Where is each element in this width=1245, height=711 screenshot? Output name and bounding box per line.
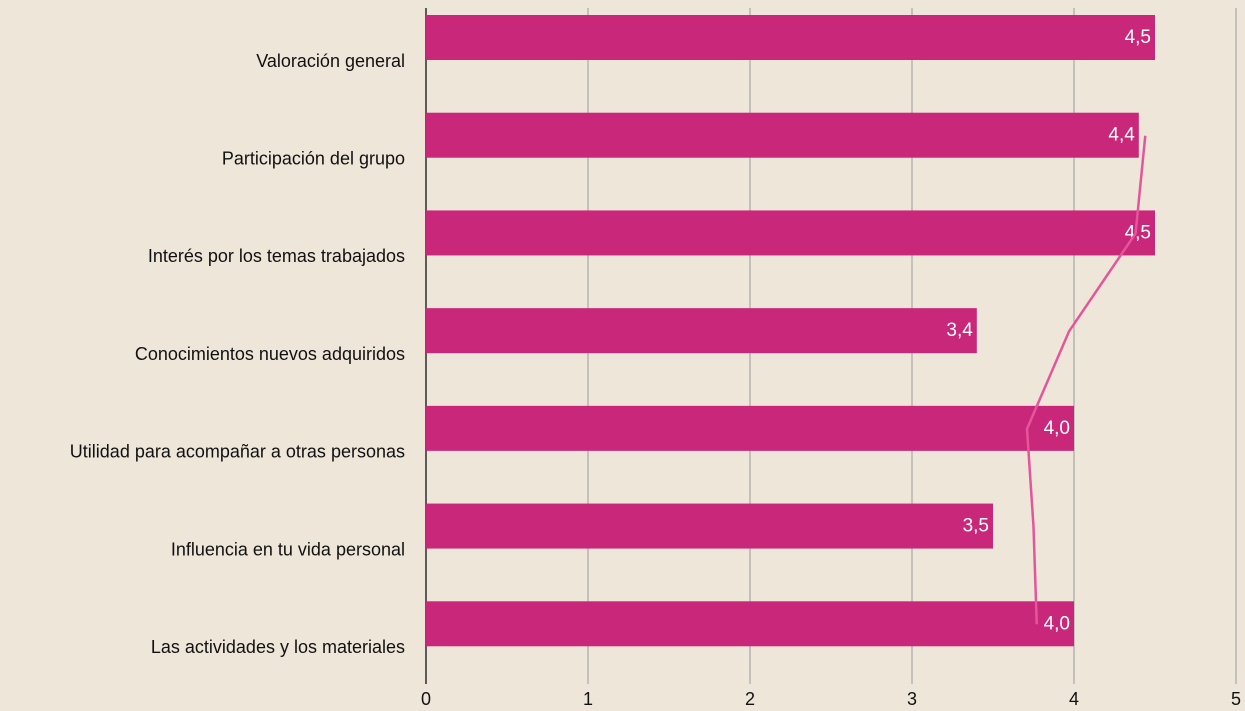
value-label: 3,5: [963, 516, 989, 537]
bar: [426, 405, 1074, 451]
x-tick-label: 4: [1069, 689, 1079, 709]
x-tick-label: 2: [745, 689, 755, 709]
y-tick-label: Valoración general: [256, 51, 405, 71]
y-tick-label: Influencia en tu vida personal: [171, 539, 405, 559]
y-tick-label: Utilidad para acompañar a otras personas: [70, 442, 405, 462]
value-label: 3,4: [946, 320, 973, 341]
bar: [426, 112, 1139, 158]
y-tick-label: Conocimientos nuevos adquiridos: [135, 344, 405, 364]
value-label: 4,5: [1125, 27, 1151, 48]
y-tick-label: Participación del grupo: [222, 148, 405, 168]
bar: [426, 210, 1155, 256]
x-tick-label: 5: [1231, 689, 1241, 709]
x-tick-label: 0: [421, 689, 431, 709]
bar: [426, 601, 1074, 647]
value-label: 4,0: [1044, 613, 1070, 634]
bar: [426, 15, 1155, 60]
value-label: 4,5: [1125, 222, 1151, 243]
value-label: 4,4: [1108, 125, 1135, 146]
y-tick-label: Las actividades y los materiales: [151, 637, 405, 657]
bar: [426, 503, 993, 549]
x-tick-label: 3: [907, 689, 917, 709]
y-tick-label: Interés por los temas trabajados: [148, 246, 405, 266]
bar: [426, 308, 977, 354]
value-label: 4,0: [1044, 418, 1070, 439]
trend-line: [1025, 135, 1147, 625]
x-tick-label: 1: [583, 689, 593, 709]
